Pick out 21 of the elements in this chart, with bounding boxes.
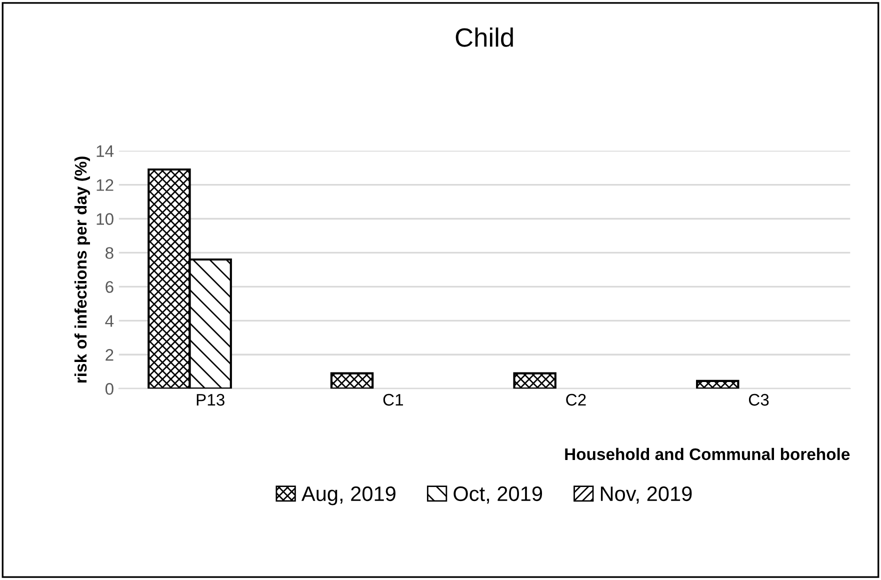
x-tick-label: C3	[748, 394, 769, 406]
chart-title: Child	[456, 28, 513, 47]
legend-label: Nov, 2019	[600, 486, 692, 504]
x-axis-title: Household and Communal borehole	[565, 448, 850, 460]
x-tick-label: P13	[196, 394, 224, 406]
y-tick-label: 8	[106, 247, 114, 259]
bar	[513, 372, 556, 389]
legend-label: Oct, 2019	[454, 486, 542, 504]
y-tick-label: 14	[96, 145, 114, 157]
bar	[330, 372, 374, 389]
y-tick-label: 4	[105, 315, 114, 327]
x-tick-label: C1	[383, 394, 403, 406]
y-axis-title: risk of infections per day (%)	[74, 156, 90, 383]
legend-label: Aug, 2019	[301, 486, 396, 506]
y-tick-label: 2	[106, 349, 114, 361]
y-tick-label: 6	[106, 281, 114, 293]
bar	[696, 380, 740, 389]
y-tick-label: 0	[105, 383, 114, 395]
y-tick-label: 12	[96, 179, 114, 191]
y-tick-label: 10	[96, 213, 114, 225]
x-tick-label: C2	[566, 394, 586, 406]
